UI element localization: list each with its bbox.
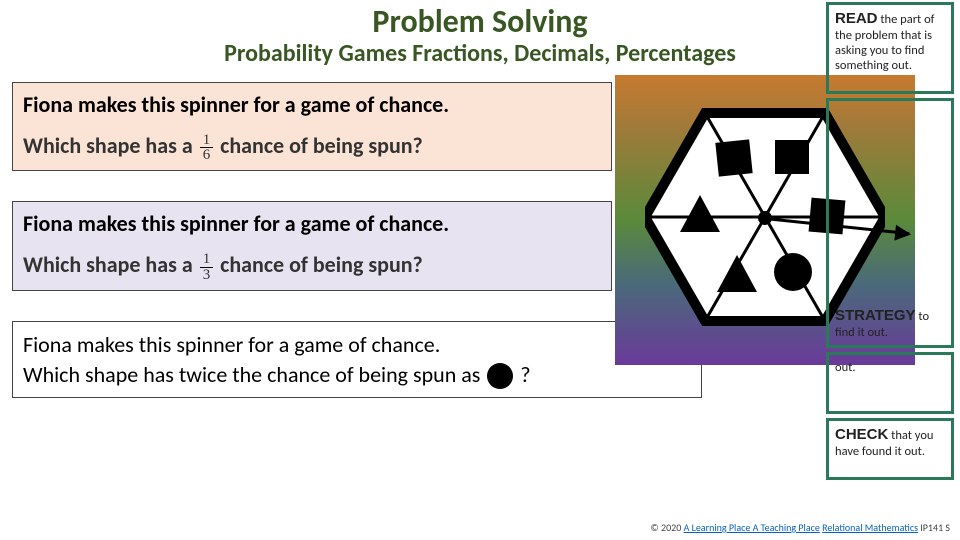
fraction-1-3: 1 3	[200, 252, 214, 282]
step-keyword: READ	[835, 10, 878, 27]
prompt-3-text: Fiona makes this spinner for a game of c…	[23, 330, 691, 389]
prompt-3-pre: Which shape has twice the chance of bein…	[23, 361, 485, 388]
prompt-1-pre: Which shape has a	[23, 132, 198, 159]
prompt-3-context: Fiona makes this spinner for a game of c…	[23, 331, 440, 358]
prompt-1-context: Fiona makes this spinner for a game of c…	[23, 91, 601, 118]
step-keyword: STRATEGY	[835, 307, 916, 324]
step-strategy: STRATEGY to find it out.	[826, 98, 954, 348]
step-out: out.	[826, 352, 954, 414]
spinner-shape-square	[715, 139, 752, 176]
spinner-shape-square	[775, 140, 809, 174]
prompts-column: Fiona makes this spinner for a game of c…	[12, 82, 612, 398]
page-title: Problem Solving	[0, 2, 960, 41]
prompt-box-2: Fiona makes this spinner for a game of c…	[12, 201, 612, 290]
circle-icon	[487, 363, 513, 389]
footer-link-1[interactable]: A Learning Place A Teaching Place	[684, 521, 820, 534]
footer-code: IP141 S	[920, 521, 950, 534]
spinner-shape-circle	[774, 253, 812, 291]
step-text: out.	[835, 360, 856, 375]
prompt-2-post: chance of being spun?	[220, 251, 423, 278]
prompt-box-3: Fiona makes this spinner for a game of c…	[12, 321, 702, 398]
prompt-2-context: Fiona makes this spinner for a game of c…	[23, 210, 601, 237]
prompt-1-post: chance of being spun?	[220, 132, 423, 159]
prompt-3-post: ?	[520, 361, 530, 388]
prompt-2-pre: Which shape has a	[23, 251, 198, 278]
prompt-2-question: Which shape has a 1 3 chance of being sp…	[23, 251, 601, 281]
fraction-numerator: 1	[200, 133, 214, 147]
step-read: READ the part of the problem that is ask…	[826, 2, 954, 94]
footer-year: © 2020	[650, 521, 681, 534]
step-keyword: CHECK	[835, 426, 888, 443]
fraction-denominator: 6	[200, 147, 214, 162]
footer-credits: © 2020 A Learning Place A Teaching Place…	[650, 521, 950, 534]
fraction-1-6: 1 6	[200, 133, 214, 163]
fraction-denominator: 3	[200, 267, 214, 282]
fraction-numerator: 1	[200, 252, 214, 266]
footer-link-2[interactable]: Relational Mathematics	[822, 521, 918, 534]
prompt-box-1: Fiona makes this spinner for a game of c…	[12, 82, 612, 171]
prompt-1-question: Which shape has a 1 6 chance of being sp…	[23, 132, 601, 162]
rucsac-sidebar: READ the part of the problem that is ask…	[826, 2, 954, 492]
page-subtitle: Probability Games Fractions, Decimals, P…	[0, 39, 960, 68]
step-check: CHECK that you have found it out.	[826, 418, 954, 480]
